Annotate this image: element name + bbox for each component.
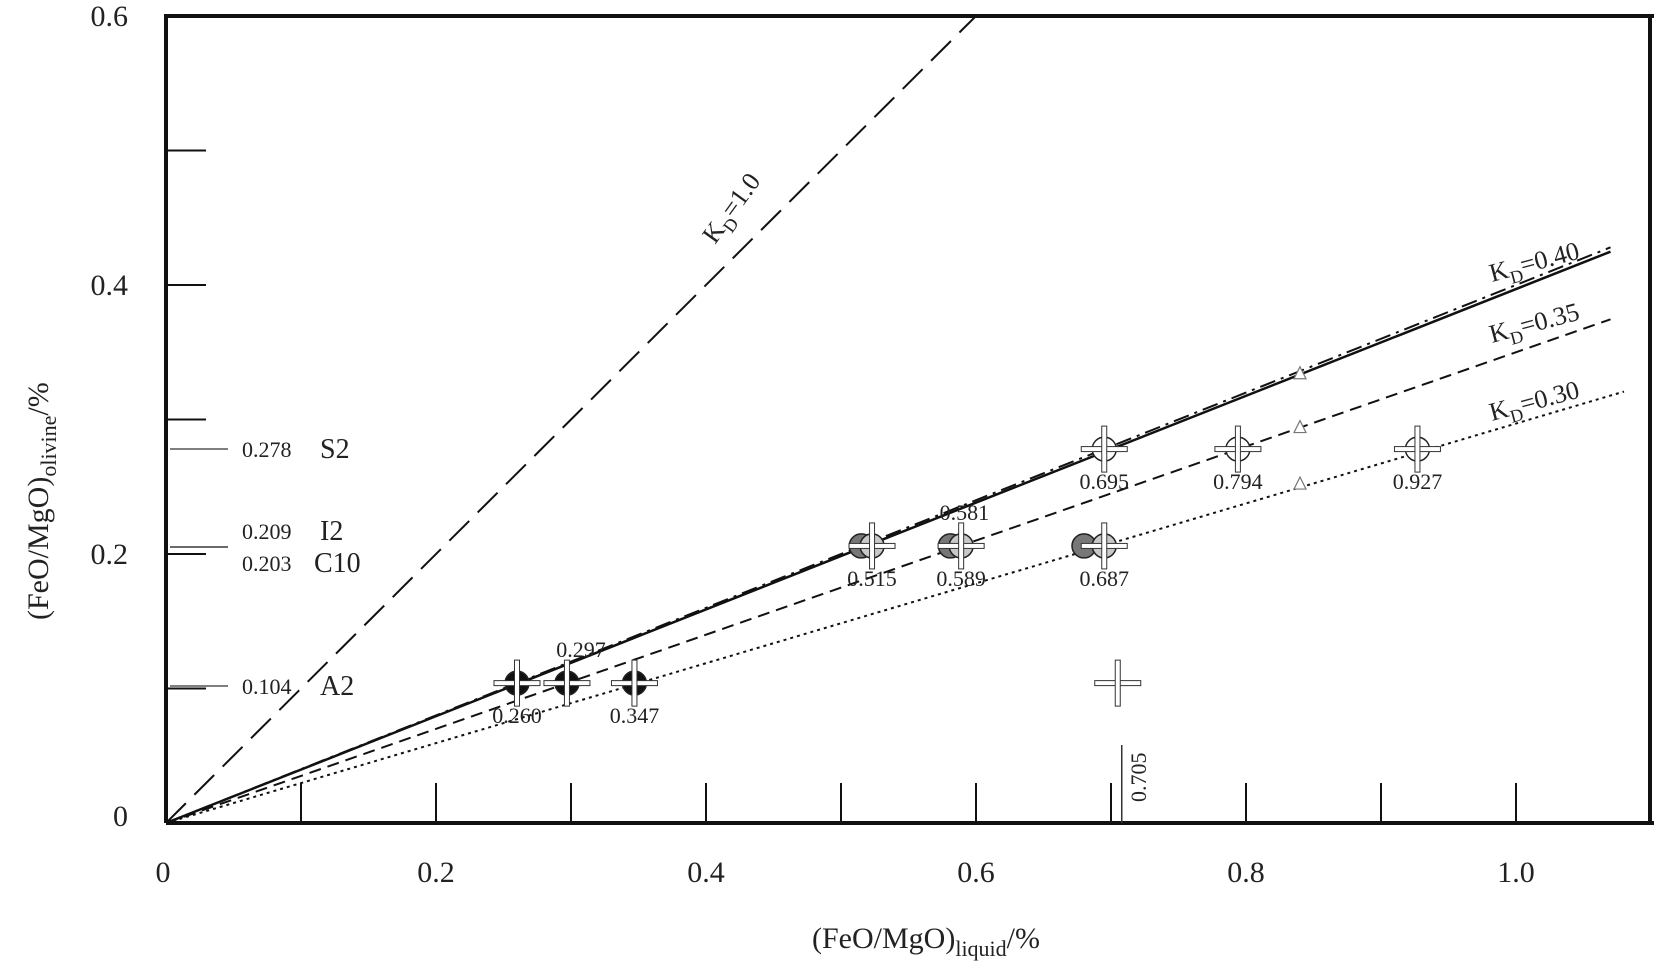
data-points: 0.260 0.297 0.347 0.515 0.581 0.589 0.687 0.695… — [492, 425, 1443, 728]
point-label: 0.589 — [936, 566, 986, 591]
kd-line — [165, 390, 1625, 824]
sample-name: S2 — [320, 434, 350, 465]
x-tick-label: 0 — [156, 856, 171, 889]
error-bar-v — [631, 659, 638, 707]
tick-labels: 0 0.2 0.4 0.6 0.8 1.0 0 0.2 0.4 0.6 — [91, 0, 1535, 889]
kd-line-label: KD=0.30 — [1486, 375, 1584, 432]
point-label: 0.515 — [847, 566, 897, 591]
point-label: 0.794 — [1213, 469, 1263, 494]
y-tick-label: 0.4 — [91, 269, 129, 302]
error-bar-v — [1114, 659, 1121, 707]
error-bar-v — [869, 522, 876, 570]
kd-line-label: KD=0.40 — [1486, 236, 1584, 293]
point-label: 0.581 — [940, 500, 990, 525]
x-axis-title: (FeO/MgO)liquid/% — [812, 922, 1040, 961]
point-label: 0.695 — [1080, 469, 1130, 494]
kd-line — [165, 250, 1611, 825]
plot-frame — [164, 14, 1654, 823]
kd-line — [165, 15, 977, 824]
sample-name: I2 — [320, 516, 343, 547]
vertical-marker-label: 0.705 — [1126, 753, 1151, 803]
triangle-marker — [1293, 475, 1307, 490]
triangle-marker — [1293, 419, 1307, 434]
point-label: 0.297 — [556, 637, 606, 662]
y-axis-title: (FeO/MgO)olivine/% — [22, 382, 61, 620]
sample-references: 0.278 S2 0.209 I2 0.203 C10 0.104 A2 — [170, 434, 361, 702]
triangle-marker — [1293, 365, 1307, 380]
point-label: 0.687 — [1080, 566, 1130, 591]
error-bar-v — [1414, 425, 1421, 473]
point-label: 0.927 — [1393, 469, 1443, 494]
kd-line-label: KD=1.0 — [696, 168, 770, 252]
y-tick-label: 0.2 — [91, 538, 129, 571]
error-bar-v — [563, 659, 570, 707]
x-tick-label: 0.2 — [417, 856, 455, 889]
y-tick-label: 0 — [113, 800, 128, 833]
sample-name: C10 — [314, 548, 361, 579]
kd-line — [165, 318, 1611, 824]
point-label: 0.260 — [492, 703, 542, 728]
sample-value: 0.104 — [242, 674, 292, 699]
point-label: 0.347 — [610, 703, 660, 728]
error-bar-v — [1234, 425, 1241, 473]
error-bar-v — [514, 659, 520, 707]
x-tick-label: 0.4 — [687, 856, 725, 889]
sample-value: 0.209 — [242, 519, 292, 544]
error-bar-v — [958, 522, 965, 570]
minor-ticks — [166, 149, 1517, 823]
error-bar-v — [1101, 522, 1108, 570]
y-tick-label: 0.6 — [91, 0, 129, 33]
error-bar-v — [1101, 425, 1108, 473]
sample-value: 0.203 — [242, 551, 292, 576]
x-tick-label: 0.6 — [957, 856, 995, 889]
x-tick-label: 1.0 — [1497, 856, 1535, 889]
vertical-marker: 0.705 — [1121, 745, 1151, 823]
sample-name: A2 — [320, 671, 354, 702]
sample-value: 0.278 — [242, 437, 292, 462]
x-tick-label: 0.8 — [1227, 856, 1265, 889]
triangle-markers — [1293, 365, 1307, 490]
